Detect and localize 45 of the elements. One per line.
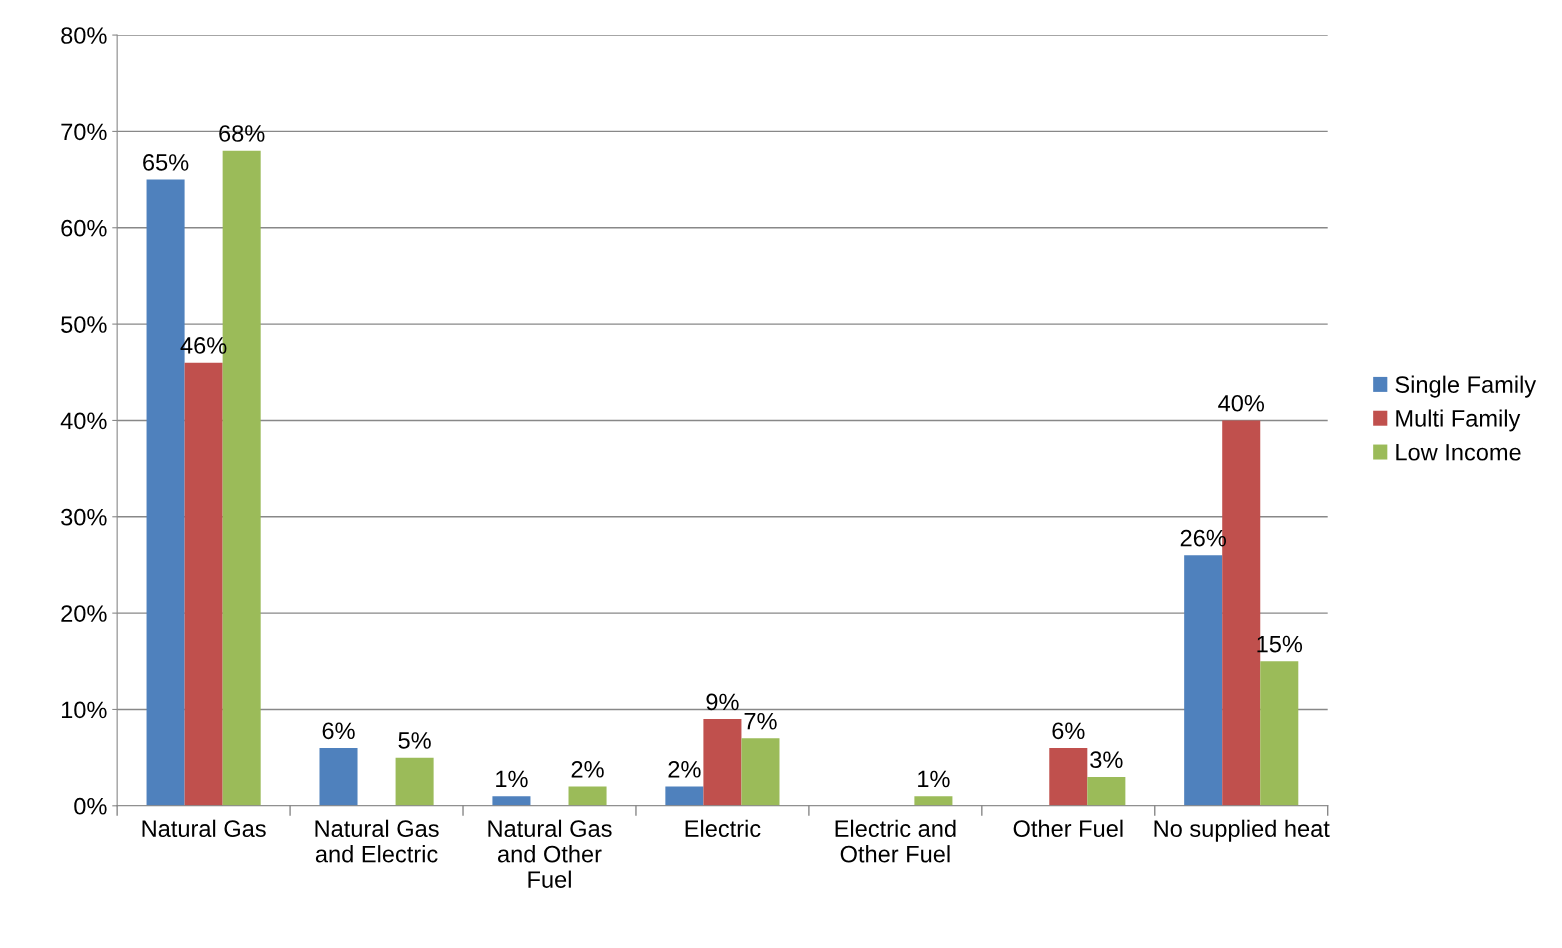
y-tick-label: 0% [74,797,107,815]
x-tick-label: Natural Gas and Other Fuel [488,819,612,888]
bar [914,796,953,806]
data-label: 6% [1052,722,1085,740]
data-label: 5% [398,732,431,749]
bar [1184,555,1223,806]
bar [665,786,704,806]
bar [319,748,358,806]
bar [703,719,742,806]
data-label: 9% [706,693,739,711]
y-tick-label: 70% [61,123,107,141]
bar [395,757,434,806]
y-tick-label: 40% [60,412,107,430]
bar [568,786,607,806]
x-tick-label: Electric and Other Fuel [835,819,956,863]
y-tick-label: 60% [61,219,107,237]
y-tick-label: 20% [61,605,107,622]
x-tick-label: Electric [685,819,761,838]
data-label: 1% [918,770,950,788]
bar [741,738,780,806]
bar [184,362,223,806]
y-tick-label: 30% [61,508,107,526]
x-tick-label: No supplied heat [1154,819,1330,842]
y-tick-label: 50% [61,316,107,333]
data-label: 2% [668,760,701,778]
data-label: 65% [143,154,189,171]
bar [1087,776,1126,806]
legend-label: Single Family [1395,375,1537,398]
data-label: 3% [1090,751,1123,769]
data-label: 6% [322,722,355,740]
y-tick-label: 10% [61,701,107,719]
data-label: 2% [571,760,604,778]
bar [492,796,531,806]
x-tick-label: Other Fuel [1013,819,1123,838]
x-tick-label: Natural Gas [142,819,266,838]
bar [1260,661,1299,806]
x-tick-label: Natural Gas and Electric [315,819,439,863]
data-label: 1% [496,770,528,788]
bar [1049,748,1088,806]
legend-label: Multi Family [1396,409,1521,432]
y-tick-label: 80% [61,27,107,44]
data-label: 68% [219,125,265,142]
data-label: 40% [1218,394,1265,412]
legend-label: Low Income [1396,444,1521,461]
data-label: 7% [744,712,777,730]
